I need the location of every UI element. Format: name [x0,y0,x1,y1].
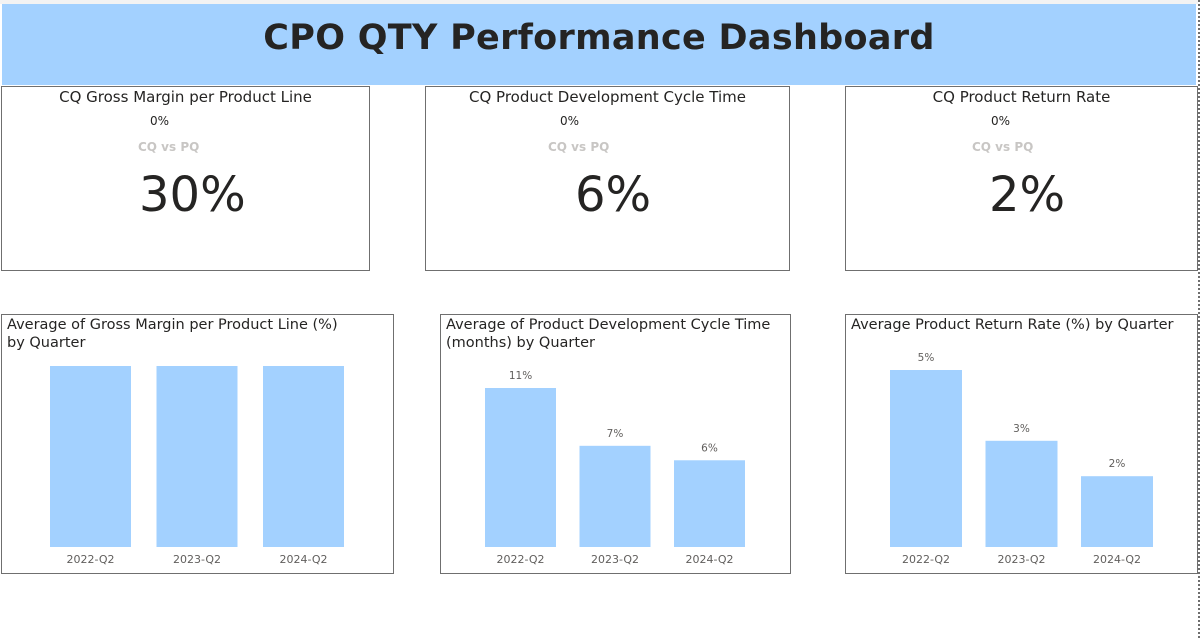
data-label: 3% [1013,423,1030,435]
chart-plot: 11% 2022-Q2 7% 2023-Q2 6% 2024-Q2 [485,370,745,566]
bar-2022-Q2[interactable] [890,370,962,547]
bar-2023-Q2[interactable] [156,366,238,547]
data-label: 5% [918,352,935,364]
x-tick-label: 2022-Q2 [496,553,544,566]
kpi-change-value: 0% [991,114,1011,128]
bar-2023-Q2[interactable] [579,445,651,547]
x-tick-label: 2024-Q2 [279,553,327,566]
kpi-value: 6% [575,167,652,223]
kpi-card-title: CQ Product Return Rate [932,88,1111,106]
data-label: 11% [509,370,532,382]
page-title: CPO QTY Performance Dashboard [263,18,935,58]
data-label: 6% [701,442,718,454]
chart-title: Average Product Return Rate (%) by Quart… [851,317,1174,333]
bar-2023-Q2[interactable] [985,440,1058,547]
kpi-comparison-label: CQ vs PQ [138,140,200,154]
canvas-boundary [1198,0,1200,638]
chart-gross-margin-by-quarter[interactable]: Average of Gross Margin per Product Line… [1,314,394,574]
data-label: 2% [1109,458,1126,470]
bar-2024-Q2[interactable] [263,366,344,547]
x-tick-label: 2022-Q2 [902,553,950,566]
x-tick-label: 2023-Q2 [591,553,639,566]
chart-return-rate-by-quarter[interactable]: Average Product Return Rate (%) by Quart… [845,314,1198,574]
bar-2022-Q2[interactable] [50,366,131,547]
kpi-value: 2% [989,167,1066,223]
kpi-comparison-label: CQ vs PQ [548,140,610,154]
bar-2024-Q2[interactable] [674,460,745,547]
data-label: 7% [607,428,624,440]
chart-plot: 2022-Q2 2023-Q2 2024-Q2 [50,366,344,566]
chart-plot: 5% 2022-Q2 3% 2023-Q2 2% 2024-Q2 [890,352,1153,566]
kpi-card-title: CQ Gross Margin per Product Line [59,88,312,106]
chart-dev-cycle-time-by-quarter[interactable]: Average of Product Development Cycle Tim… [440,314,791,574]
header-banner: CPO QTY Performance Dashboard [2,4,1196,85]
x-tick-label: 2024-Q2 [685,553,733,566]
canvas-top-strip [0,0,1198,4]
x-tick-label: 2023-Q2 [173,553,221,566]
chart-title: Average of Product Development Cycle Tim… [446,317,771,351]
kpi-change-value: 0% [150,114,170,128]
x-tick-label: 2024-Q2 [1093,553,1141,566]
kpi-card-dev-cycle-time[interactable]: CQ Product Development Cycle Time 0% CQ … [425,86,790,271]
kpi-card-title: CQ Product Development Cycle Time [469,88,746,106]
kpi-card-return-rate[interactable]: CQ Product Return Rate 0% CQ vs PQ 2% [845,86,1198,271]
kpi-value: 30% [139,167,246,223]
kpi-card-gross-margin[interactable]: CQ Gross Margin per Product Line 0% CQ v… [1,86,370,271]
x-tick-label: 2022-Q2 [66,553,114,566]
bar-2024-Q2[interactable] [1081,476,1153,547]
kpi-change-value: 0% [560,114,580,128]
x-tick-label: 2023-Q2 [997,553,1045,566]
kpi-comparison-label: CQ vs PQ [972,140,1034,154]
chart-title: Average of Gross Margin per Product Line… [7,317,338,351]
bar-2022-Q2[interactable] [485,388,556,547]
